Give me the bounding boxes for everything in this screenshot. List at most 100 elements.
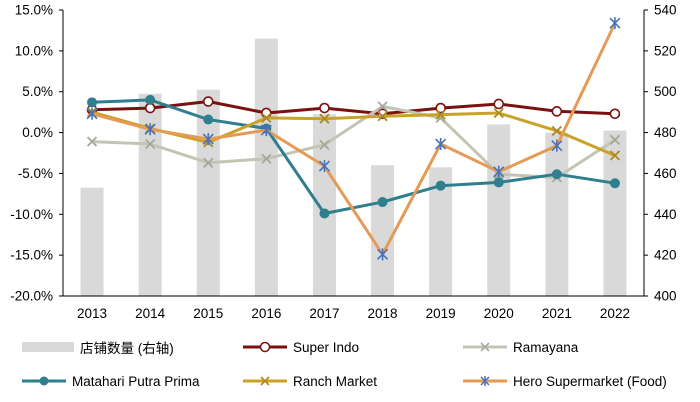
legend-swatch-ramayana <box>463 342 507 352</box>
legend-swatch-hero <box>463 376 507 386</box>
x-tick-label-2014: 2014 <box>135 306 166 321</box>
legend-item-ramayana: Ramayana <box>463 336 578 358</box>
left-tick-label: 0.0% <box>22 125 53 140</box>
legend-swatch-ranch-market <box>243 376 287 386</box>
legend-swatch-matahari <box>22 376 66 386</box>
point-matahari-putra-prima-2018 <box>377 197 388 208</box>
chart-legend: 店铺数量 (右轴) Super Indo Ramayana Matahari P… <box>0 330 700 402</box>
right-tick-label: 400 <box>654 289 677 304</box>
series-line-ramayana <box>91 104 616 179</box>
axes <box>62 10 645 297</box>
right-tick-label: 520 <box>654 43 677 58</box>
point-ramayana-2014 <box>145 138 156 150</box>
bar-2019 <box>429 167 453 296</box>
line-series-group <box>86 17 621 261</box>
left-tick-label: -5.0% <box>18 166 53 181</box>
point-hero-supermarket-food-2015 <box>202 133 214 146</box>
x-tick-label-2016: 2016 <box>251 306 281 321</box>
point-ramayana-2017 <box>319 139 330 150</box>
series-super-indo <box>86 96 621 120</box>
point-super-indo-2019 <box>435 102 446 114</box>
x-tick-label-2019: 2019 <box>426 306 456 321</box>
left-tick-label: -20.0% <box>10 289 53 304</box>
point-matahari-putra-prima-2015 <box>203 114 214 125</box>
point-matahari-putra-prima-2020 <box>493 177 504 188</box>
combo-chart: -20.0% -15.0% -10.0% -5.0% 0.0% 5.0% 10.0% 15.0… <box>10 3 676 322</box>
legend-item-ranch-market: Ranch Market <box>243 370 377 392</box>
x-tick-label-2018: 2018 <box>368 306 398 321</box>
bar-2020 <box>487 124 511 297</box>
point-ramayana-2018 <box>377 101 388 112</box>
series-line-super-indo <box>91 100 616 116</box>
point-ranch-market-2016 <box>261 112 272 123</box>
legend-label: Matahari Putra Prima <box>72 373 200 389</box>
legend-label: Hero Supermarket (Food) <box>513 373 667 389</box>
bar-2013 <box>80 187 104 296</box>
legend-label: 店铺数量 (右轴) <box>80 341 174 356</box>
point-hero-supermarket-food-2013 <box>86 107 98 120</box>
point-super-indo-2014 <box>144 102 156 114</box>
point-super-indo-2017 <box>319 102 330 114</box>
right-tick-label: 480 <box>654 125 677 140</box>
point-hero-supermarket-food-2019 <box>435 138 447 151</box>
point-hero-supermarket-food-2021 <box>551 139 563 152</box>
point-hero-supermarket-food-2018 <box>376 248 389 261</box>
bar-2016 <box>254 38 278 296</box>
point-ranch-market-2021 <box>551 125 562 137</box>
point-super-indo-2021 <box>551 106 563 117</box>
point-hero-supermarket-food-2022 <box>609 17 621 30</box>
point-hero-supermarket-food-2020 <box>493 165 505 178</box>
series-ramayana <box>86 101 621 183</box>
point-ramayana-2015 <box>203 157 214 168</box>
legend-item-matahari: Matahari Putra Prima <box>22 370 200 392</box>
left-tick-label: 10.0% <box>15 43 53 58</box>
point-ramayana-2016 <box>261 153 272 164</box>
legend-label: Ramayana <box>513 339 579 355</box>
bar-series-store-count <box>80 38 627 297</box>
point-ramayana-2013 <box>86 136 98 147</box>
tick-labels: -20.0% -15.0% -10.0% -5.0% 0.0% 5.0% 10.0% 15.0… <box>10 3 676 322</box>
point-super-indo-2020 <box>493 98 505 110</box>
point-ranch-market-2017 <box>319 113 330 124</box>
point-ranch-market-2020 <box>493 107 504 119</box>
point-matahari-putra-prima-2019 <box>435 180 446 191</box>
legend-swatch-bar <box>22 342 74 352</box>
point-matahari-putra-prima-2014 <box>145 94 156 105</box>
x-tick-label-2021: 2021 <box>542 306 572 321</box>
x-tick-label-2013: 2013 <box>77 306 107 321</box>
right-tick-label: 460 <box>654 166 677 181</box>
point-ranch-market-2018 <box>377 111 388 122</box>
legend-label: Ranch Market <box>293 373 378 389</box>
point-matahari-putra-prima-2017 <box>319 208 330 219</box>
left-tick-label: 5.0% <box>22 84 53 99</box>
point-ranch-market-2019 <box>435 109 446 120</box>
point-super-indo-2016 <box>261 107 272 119</box>
point-ramayana-2022 <box>609 134 621 146</box>
right-tick-label: 440 <box>654 207 677 222</box>
point-matahari-putra-prima-2021 <box>551 169 562 180</box>
bar-2021 <box>545 132 569 296</box>
right-tick-label: 500 <box>654 84 677 99</box>
legend-label: Super Indo <box>293 339 360 355</box>
bar-2018 <box>371 165 395 296</box>
legend-item-store-count: 店铺数量 (右轴) <box>22 336 174 358</box>
right-tick-label: 540 <box>654 3 677 18</box>
point-hero-supermarket-food-2014 <box>144 123 156 136</box>
left-tick-label: 15.0% <box>15 3 53 18</box>
point-ranch-market-2022 <box>609 150 621 161</box>
left-tick-label: -10.0% <box>10 207 53 222</box>
point-matahari-putra-prima-2022 <box>609 178 620 189</box>
x-tick-label-2015: 2015 <box>193 306 223 321</box>
series-matahari-putra-prima <box>87 94 620 219</box>
legend-item-hero: Hero Supermarket (Food) <box>463 370 667 392</box>
point-hero-supermarket-food-2016 <box>260 124 272 137</box>
series-line-hero-supermarket-food <box>91 22 617 256</box>
bar-2022 <box>603 130 627 296</box>
legend-swatch-super-indo <box>243 341 287 353</box>
point-super-indo-2015 <box>202 96 214 107</box>
x-tick-label-2017: 2017 <box>309 306 339 321</box>
left-tick-label: -15.0% <box>10 248 53 263</box>
point-matahari-putra-prima-2013 <box>87 97 98 108</box>
legend-item-super-indo: Super Indo <box>243 336 359 358</box>
x-tick-label-2022: 2022 <box>600 306 630 321</box>
